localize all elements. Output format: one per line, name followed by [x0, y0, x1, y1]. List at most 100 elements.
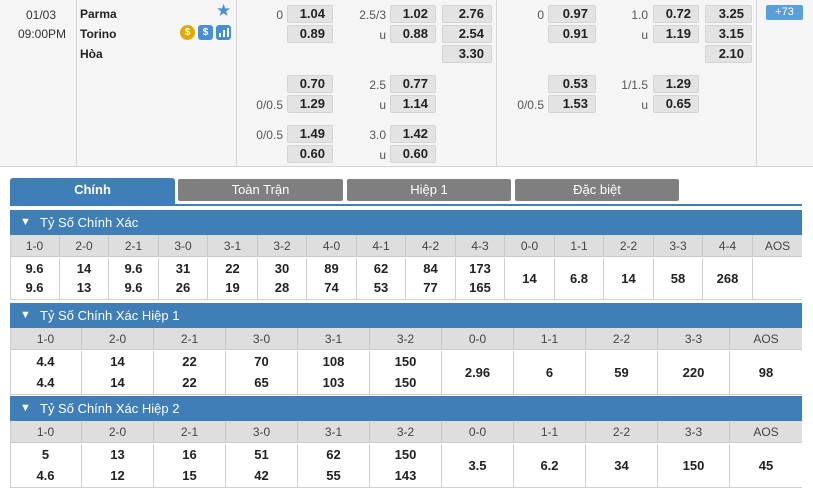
score-odds-cell[interactable]: 5 4.6 [10, 444, 82, 488]
score-odds-cell[interactable]: 4.4 4.4 [10, 351, 82, 395]
star-icon[interactable]: ★ [216, 1, 232, 20]
odds-away[interactable]: 12 [110, 468, 125, 483]
odds-away[interactable]: 22 [182, 375, 197, 390]
odds-cell[interactable]: 1.53 [548, 95, 596, 113]
away-team[interactable]: Torino [80, 27, 117, 41]
odds-home[interactable]: 9.6 [25, 261, 44, 276]
score-odds-cell[interactable]: 150 [658, 444, 730, 488]
score-odds-cell[interactable]: 13 12 [82, 444, 154, 488]
odds-home[interactable]: 84 [423, 261, 438, 276]
tab-chinh[interactable]: Chính [10, 178, 175, 205]
score-odds-cell[interactable]: 14 [604, 258, 654, 300]
odds-away[interactable]: 15 [182, 468, 197, 483]
odds-home[interactable]: 150 [394, 354, 417, 369]
odds-away[interactable]: 4.4 [36, 375, 55, 390]
odds-home[interactable]: 9.6 [124, 261, 143, 276]
stats-icon[interactable] [216, 25, 231, 40]
odds-away[interactable]: 42 [254, 468, 269, 483]
odds-cell-1x2[interactable]: 3.25 [705, 5, 752, 23]
odds-single[interactable]: 6.8 [569, 271, 589, 286]
score-odds-cell[interactable]: 51 42 [226, 444, 298, 488]
chevron-down-icon[interactable]: ▼ [20, 402, 31, 414]
odds-cell[interactable]: 1.49 [287, 125, 333, 143]
score-odds-cell[interactable]: 59 [586, 351, 658, 395]
odds-cell[interactable]: 0.77 [390, 75, 436, 93]
score-odds-cell[interactable]: 14 14 [82, 351, 154, 395]
odds-cell[interactable]: 1.29 [287, 95, 333, 113]
home-team[interactable]: Parma [80, 7, 117, 21]
odds-cell-1x2[interactable]: 2.76 [442, 5, 492, 23]
more-markets-badge[interactable]: +73 [766, 5, 803, 20]
score-odds-cell[interactable]: 173 165 [456, 258, 505, 300]
odds-cell[interactable]: 0.60 [287, 145, 333, 163]
odds-home[interactable]: 31 [175, 261, 191, 276]
chevron-down-icon[interactable]: ▼ [20, 216, 31, 228]
odds-away[interactable]: 143 [394, 468, 417, 483]
odds-single[interactable]: 2.96 [464, 365, 491, 380]
odds-home[interactable]: 70 [254, 354, 269, 369]
odds-away[interactable]: 55 [326, 468, 341, 483]
odds-home[interactable]: 173 [469, 261, 491, 276]
odds-away[interactable]: 53 [373, 280, 389, 295]
score-odds-cell[interactable]: 6.8 [555, 258, 604, 300]
dollar-icon[interactable]: $ [198, 25, 213, 40]
odds-cell[interactable]: 0.72 [653, 5, 699, 23]
odds-cell[interactable]: 1.19 [653, 25, 699, 43]
odds-cell[interactable]: 0.60 [390, 145, 436, 163]
score-odds-cell[interactable]: 62 53 [357, 258, 406, 300]
odds-single[interactable]: 45 [758, 458, 774, 473]
odds-away[interactable]: 65 [254, 375, 269, 390]
score-odds-cell[interactable]: 98 [730, 351, 802, 395]
odds-single[interactable]: 3.5 [468, 458, 487, 473]
odds-single[interactable]: 220 [682, 365, 705, 380]
odds-away[interactable]: 4.6 [36, 468, 55, 483]
odds-single[interactable]: 34 [614, 458, 629, 473]
tab-dac-biet[interactable]: Đặc biệt [515, 179, 679, 201]
odds-cell[interactable]: 1.14 [390, 95, 436, 113]
odds-cell-1x2[interactable]: 2.54 [442, 25, 492, 43]
section-header[interactable]: ▼ Tỷ Số Chính Xác Hiệp 2 [10, 396, 802, 421]
odds-single[interactable]: 14 [621, 271, 636, 286]
odds-cell[interactable]: 1.29 [653, 75, 699, 93]
tab-hiep-1[interactable]: Hiệp 1 [347, 179, 511, 201]
score-odds-cell[interactable]: 89 74 [307, 258, 357, 300]
odds-away[interactable]: 28 [274, 280, 290, 295]
odds-cell[interactable]: 0.88 [390, 25, 436, 43]
odds-cell[interactable]: 0.70 [287, 75, 333, 93]
odds-home[interactable]: 89 [324, 261, 339, 276]
score-odds-cell[interactable]: 220 [658, 351, 730, 395]
score-odds-cell[interactable]: 150 150 [370, 351, 442, 395]
odds-away[interactable]: 19 [225, 280, 240, 295]
odds-away[interactable]: 9.6 [124, 280, 143, 295]
score-odds-cell[interactable]: 9.6 9.6 [10, 258, 60, 300]
score-odds-cell[interactable]: 84 77 [406, 258, 456, 300]
odds-cell-1x2[interactable]: 3.30 [442, 45, 492, 63]
odds-home[interactable]: 22 [182, 354, 197, 369]
odds-away[interactable]: 74 [324, 280, 339, 295]
odds-home[interactable]: 51 [254, 447, 269, 462]
odds-cell[interactable]: 1.04 [287, 5, 333, 23]
score-odds-cell[interactable]: 108 103 [298, 351, 370, 395]
odds-cell-1x2[interactable]: 3.15 [705, 25, 752, 43]
odds-home[interactable]: 4.4 [36, 354, 55, 369]
odds-cell-1x2[interactable]: 2.10 [705, 45, 752, 63]
score-odds-cell[interactable]: 58 [654, 258, 703, 300]
odds-cell[interactable]: 0.89 [287, 25, 333, 43]
odds-home[interactable]: 14 [110, 354, 125, 369]
odds-home[interactable]: 13 [110, 447, 125, 462]
chevron-down-icon[interactable]: ▼ [20, 309, 31, 321]
score-odds-cell[interactable]: 31 26 [159, 258, 208, 300]
odds-cell[interactable]: 0.97 [548, 5, 596, 23]
score-odds-cell[interactable]: 14 [505, 258, 555, 300]
score-odds-cell[interactable]: 30 28 [258, 258, 307, 300]
odds-home[interactable]: 16 [182, 447, 197, 462]
odds-away[interactable]: 14 [110, 375, 125, 390]
score-odds-cell[interactable]: 150 143 [370, 444, 442, 488]
odds-cell[interactable]: 0.91 [548, 25, 596, 43]
score-odds-cell[interactable]: 22 19 [208, 258, 258, 300]
odds-cell[interactable]: 1.02 [390, 5, 436, 23]
score-odds-cell[interactable]: 6.2 [514, 444, 586, 488]
score-odds-cell[interactable]: 268 [703, 258, 753, 300]
odds-single[interactable]: 14 [522, 271, 537, 286]
odds-cell[interactable]: 0.53 [548, 75, 596, 93]
